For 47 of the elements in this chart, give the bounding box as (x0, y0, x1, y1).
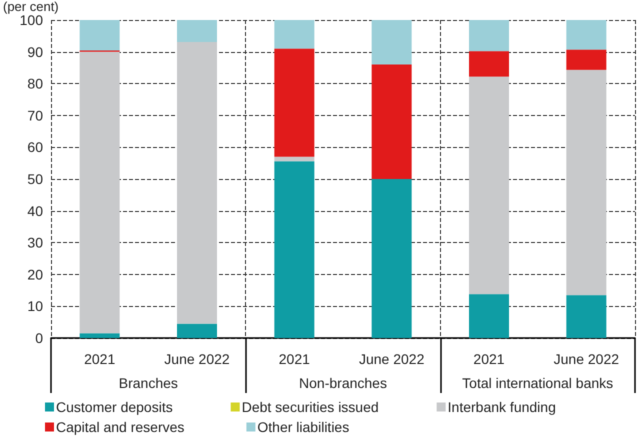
y-tick-label: 100 (20, 12, 44, 28)
bar (274, 20, 314, 49)
bar (566, 295, 606, 338)
x-tick-label: 2021 (84, 351, 116, 367)
y-tick-label: 10 (27, 298, 44, 314)
bar (566, 20, 606, 50)
bar (469, 76, 509, 294)
x-tick-label: June 2022 (358, 351, 425, 367)
bar (80, 52, 120, 334)
bar (469, 294, 509, 338)
text: Branches (118, 375, 178, 391)
y-tick-label: 60 (27, 139, 44, 156)
bar (177, 324, 217, 338)
x-tick-label: 2021 (278, 351, 310, 367)
legend-label: Other liabilities (257, 419, 350, 435)
x-tick-label: June 2022 (164, 351, 230, 367)
y-tick-label: 50 (27, 171, 44, 187)
x-tick-label: June 2022 (554, 351, 620, 367)
y-tick-label: 40 (27, 202, 44, 219)
bar (274, 156, 314, 162)
bar (372, 179, 412, 338)
text: Total international banks (462, 375, 614, 391)
text: Non-branches (299, 375, 387, 391)
bar (566, 50, 606, 70)
y-tick-label: 0 (35, 330, 44, 346)
bar (372, 20, 412, 65)
legend-label: Customer deposits (56, 399, 173, 415)
y-tick-label: 90 (27, 44, 44, 60)
legend-label: Interbank funding (448, 399, 556, 415)
bar (566, 70, 606, 296)
x-tick-label: 2021 (473, 351, 505, 367)
bar (80, 333, 120, 338)
y-tick-label: 70 (27, 107, 44, 124)
bar (177, 42, 217, 324)
bar (372, 64, 412, 179)
bar (469, 20, 509, 52)
y-tick-label: 20 (27, 266, 44, 282)
y-tick-label: 80 (27, 76, 44, 92)
y-axis-title: (per cent) (3, 0, 59, 14)
legend-label: Debt securities issued (242, 399, 379, 415)
y-tick-label: 30 (27, 234, 44, 251)
bar (80, 20, 120, 51)
bar (274, 48, 314, 157)
bar (274, 161, 314, 338)
bar (177, 20, 217, 42)
bar (469, 51, 509, 77)
legend-label: Capital and reserves (56, 419, 184, 435)
